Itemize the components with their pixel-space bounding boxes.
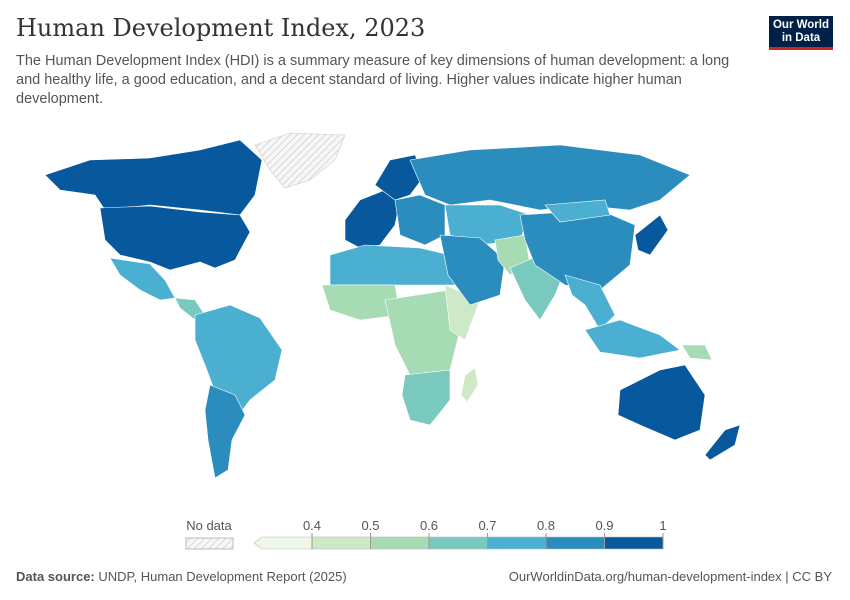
country-argentina-chile[interactable] <box>204 384 246 479</box>
country-united-states[interactable] <box>99 205 251 271</box>
country-mexico[interactable] <box>109 257 176 301</box>
legend-tick-label: 0.8 <box>537 518 555 533</box>
country-japan-korea[interactable] <box>634 214 669 256</box>
legend-tick-label: 0.7 <box>478 518 496 533</box>
country-new-zealand[interactable] <box>704 424 741 461</box>
country-russia[interactable] <box>409 144 691 211</box>
no-data-label: No data <box>186 518 232 533</box>
source-text: UNDP, Human Development Report (2025) <box>98 569 347 584</box>
source-label: Data source: <box>16 569 95 584</box>
country-madagascar[interactable] <box>460 367 479 403</box>
country-southern-africa[interactable] <box>401 369 451 426</box>
legend-tick-label: 0.4 <box>303 518 321 533</box>
country-indonesia[interactable] <box>584 319 681 359</box>
legend-bin-0.9-1 <box>604 536 664 550</box>
country-middle-east[interactable] <box>439 234 506 306</box>
country-eastern-europe[interactable] <box>394 194 446 246</box>
legend-tick-label: 0.6 <box>420 518 438 533</box>
country-western-europe[interactable] <box>344 189 401 249</box>
legend-bin-0.7-0.8 <box>487 536 547 550</box>
legend-bin-below-0.4 <box>253 536 313 550</box>
legend-bin-0.4-0.5 <box>311 536 371 550</box>
data-source: Data source: UNDP, Human Development Rep… <box>16 569 347 584</box>
legend-tick-label: 0.9 <box>595 518 613 533</box>
country-australia[interactable] <box>617 364 706 441</box>
country-greenland[interactable] <box>254 132 346 189</box>
legend-bin-0.6-0.7 <box>428 536 488 550</box>
chart-title: Human Development Index, 2023 <box>16 14 426 42</box>
logo-line2: in Data <box>781 32 821 44</box>
no-data-swatch <box>185 537 234 550</box>
country-papua-new-guinea[interactable] <box>681 344 713 361</box>
legend-bin-0.8-0.9 <box>545 536 605 550</box>
chart-subtitle: The Human Development Index (HDI) is a s… <box>16 53 730 107</box>
logo-line1: Our World <box>772 19 829 31</box>
country-mongolia[interactable] <box>544 199 611 223</box>
legend-tick-label: 0.5 <box>361 518 379 533</box>
country-north-africa[interactable] <box>329 244 456 286</box>
legend-tick-label: 1 <box>659 518 666 533</box>
country-west-africa[interactable] <box>321 284 401 321</box>
country-canada[interactable] <box>44 139 263 216</box>
source-link[interactable]: OurWorldinData.org/human-development-ind… <box>508 569 832 584</box>
owid-logo[interactable]: Our World in Data <box>769 16 833 50</box>
legend-bin-0.5-0.6 <box>370 536 430 550</box>
